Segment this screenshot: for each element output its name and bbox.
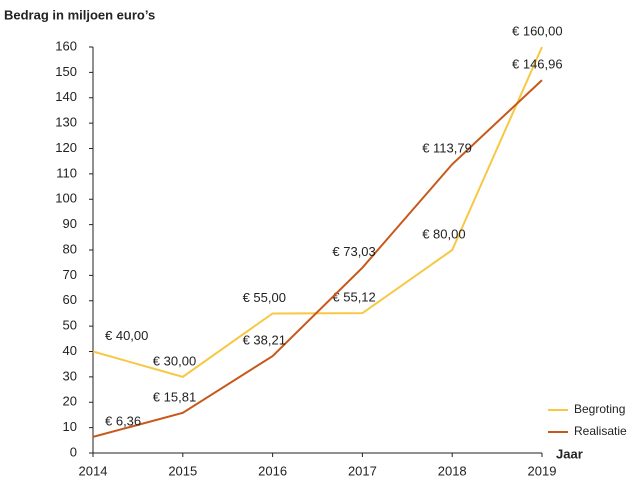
data-label: € 160,00 [512, 23, 563, 38]
x-tick-label: 2019 [528, 463, 557, 478]
data-label: € 73,03 [332, 244, 375, 259]
data-label: € 146,96 [512, 57, 563, 72]
data-label: € 55,12 [332, 290, 375, 305]
y-tick-label: 80 [63, 241, 77, 256]
x-tick-label: 2017 [348, 463, 377, 478]
line [92, 79, 543, 438]
y-tick-label: 10 [63, 419, 77, 434]
y-tick-label: 20 [63, 394, 77, 409]
y-tick-label: 30 [63, 368, 77, 383]
data-label: € 6,36 [105, 413, 141, 428]
y-tick-label: 60 [63, 292, 77, 307]
legend-label: Realisatie [574, 424, 627, 438]
legend-label: Begroting [574, 402, 625, 416]
x-tick-label: 2018 [438, 463, 467, 478]
y-tick-label: 160 [55, 38, 77, 53]
y-tick-label: 150 [55, 64, 77, 79]
data-label: € 80,00 [422, 226, 465, 241]
x-axis-label: Jaar [556, 446, 583, 461]
data-label: € 15,81 [153, 389, 196, 404]
y-tick-label: 90 [63, 216, 77, 231]
y-axis-label: Bedrag in miljoen euro’s [4, 7, 155, 22]
x-tick-label: 2014 [79, 463, 108, 478]
y-tick-label: 140 [55, 89, 77, 104]
x-tick-label: 2016 [258, 463, 287, 478]
data-label: € 113,79 [422, 141, 472, 156]
data-label: € 38,21 [243, 332, 286, 347]
line [92, 46, 543, 378]
y-tick-label: 120 [55, 140, 77, 155]
y-tick-label: 110 [56, 165, 77, 180]
y-tick-label: 100 [55, 191, 77, 206]
data-label: € 55,00 [243, 290, 286, 305]
y-tick-label: 0 [70, 444, 77, 459]
y-tick-label: 40 [63, 343, 77, 358]
y-tick-label: 50 [63, 318, 77, 333]
data-label: € 40,00 [105, 328, 148, 343]
x-tick-label: 2015 [168, 463, 197, 478]
data-label: € 30,00 [153, 353, 196, 368]
y-tick-label: 130 [55, 115, 77, 130]
y-tick-label: 70 [63, 267, 77, 282]
